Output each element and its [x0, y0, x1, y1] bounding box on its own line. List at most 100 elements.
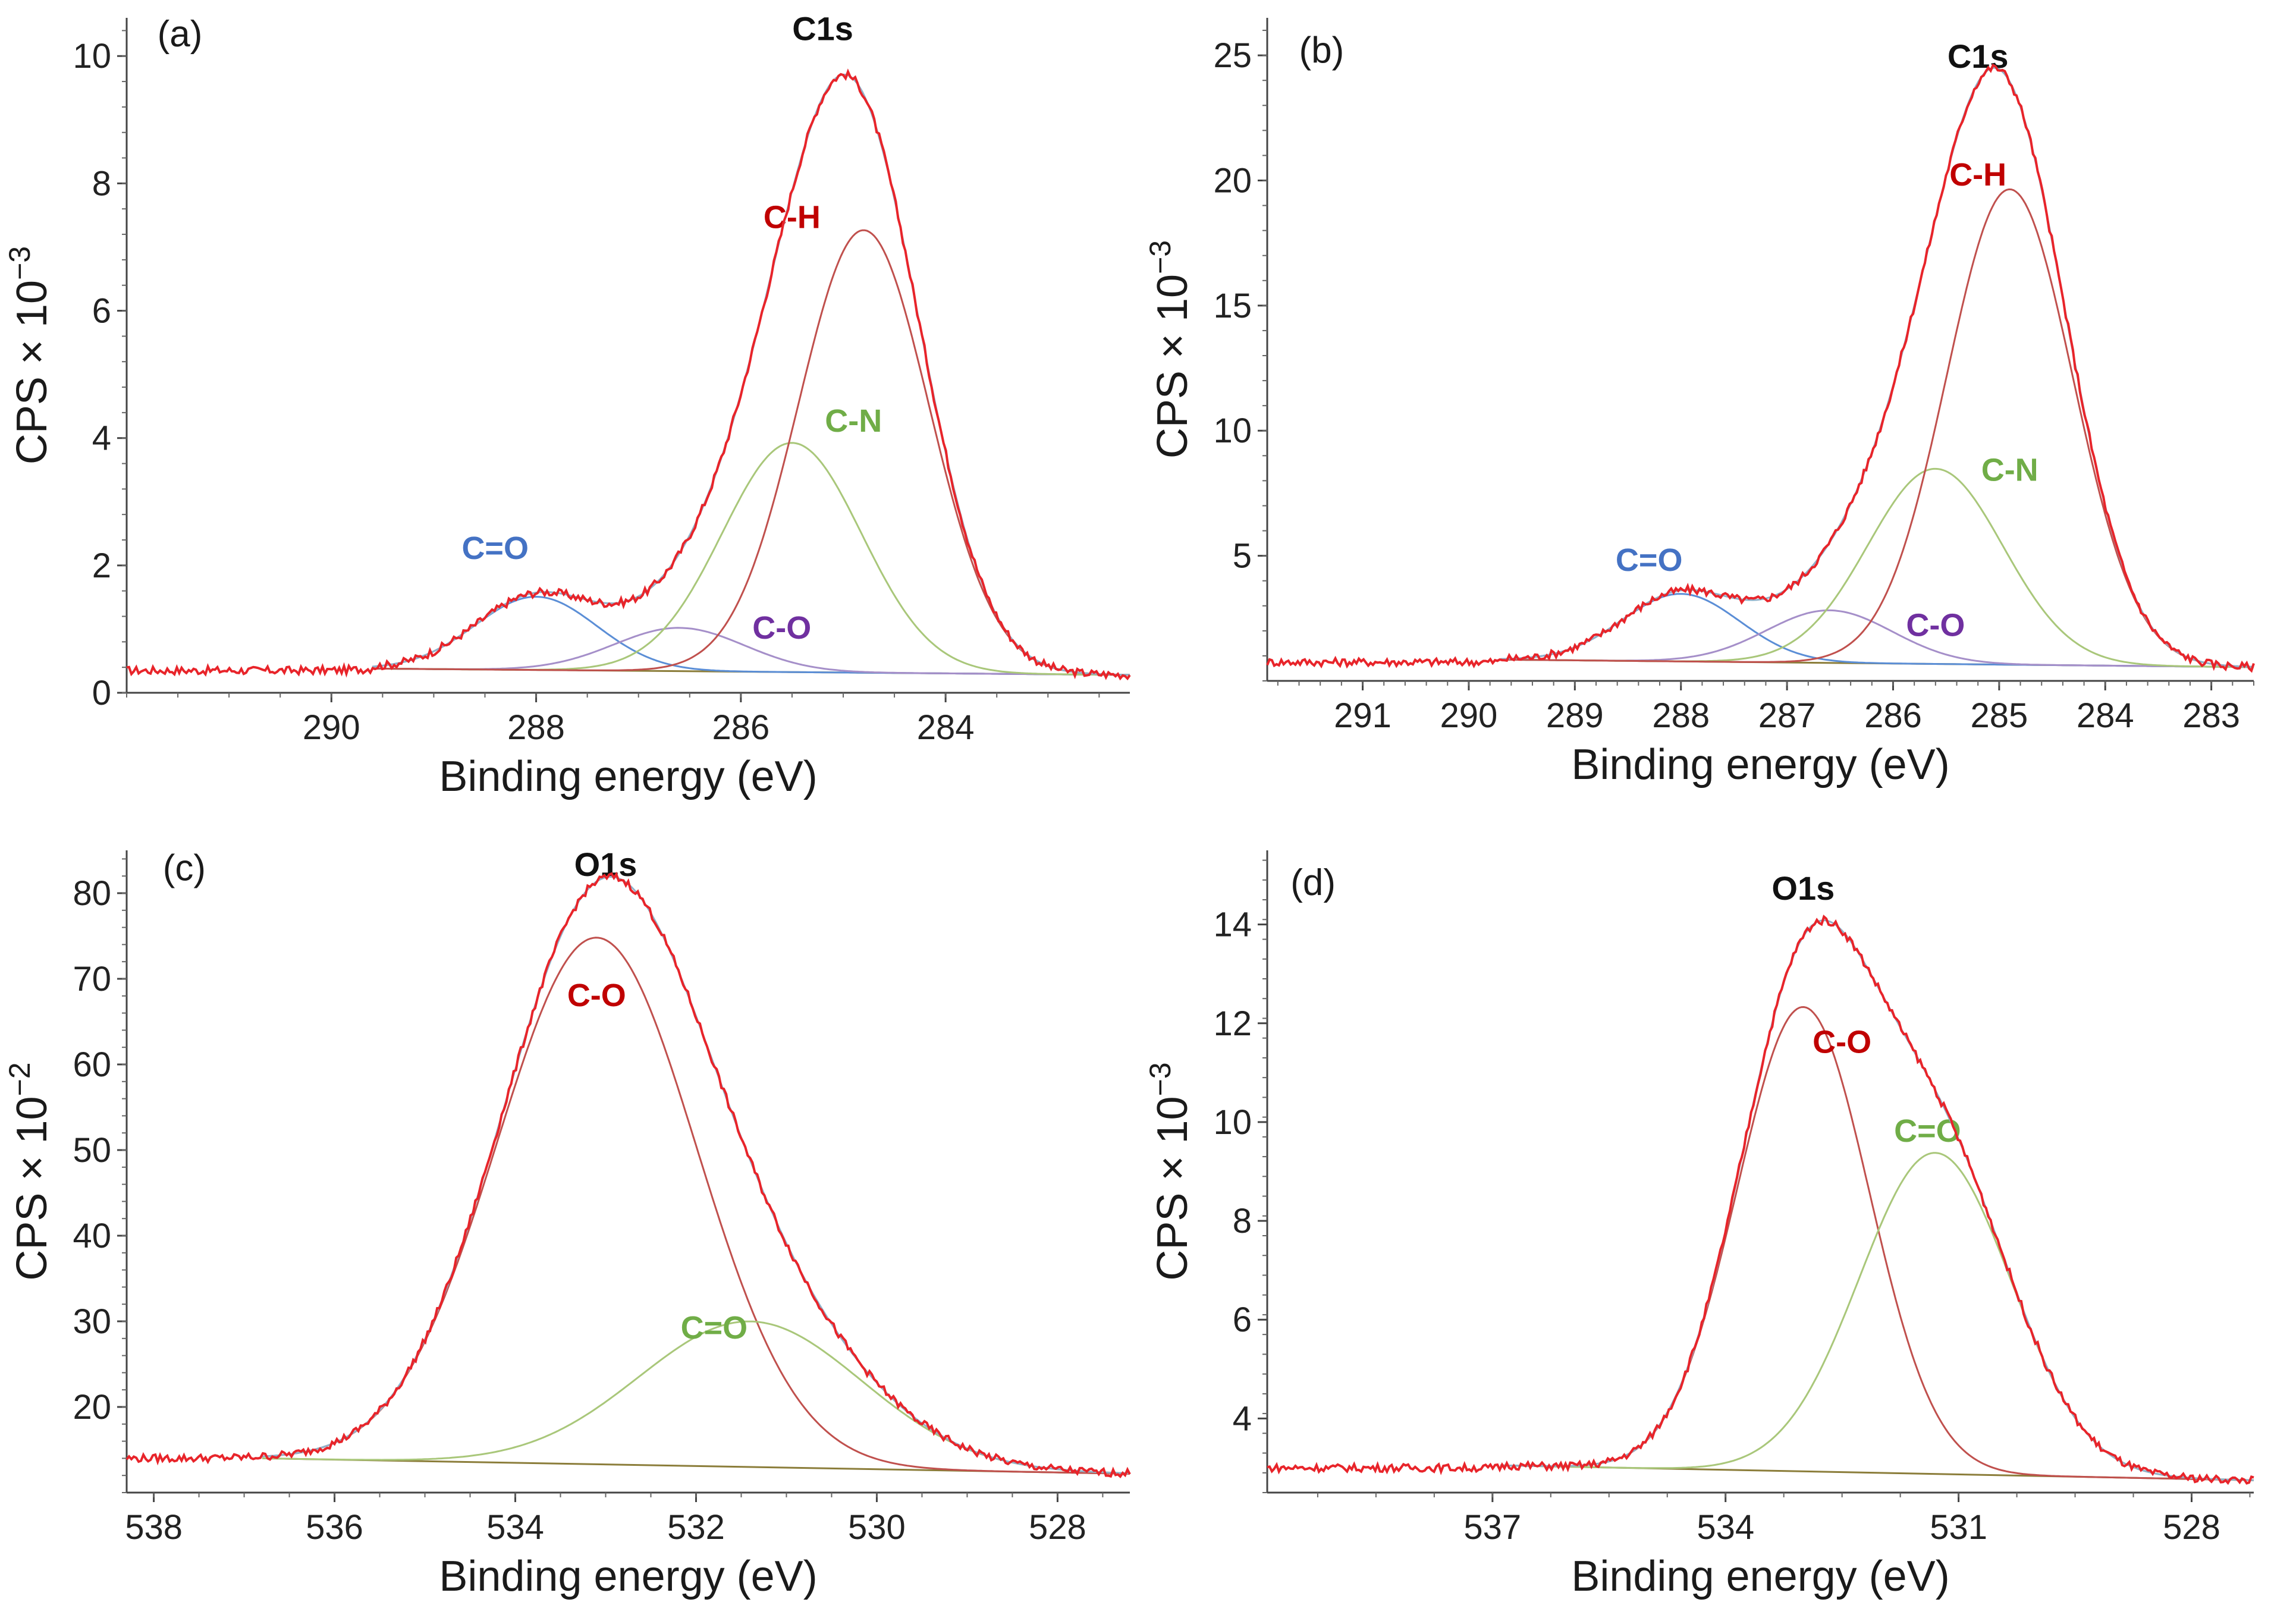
- panel-d-xlabel: Binding energy (eV): [1571, 1553, 1949, 1600]
- panel-d-ytick-label-1: 6: [1233, 1301, 1252, 1339]
- panel-b-peak-cdblo: [1500, 593, 2254, 668]
- panel-c-ylabel-base: CPS × 10: [8, 1096, 56, 1280]
- panel-a-peak-cdblo: [372, 595, 1130, 676]
- panel-c-xtick-label-4: 530: [848, 1508, 906, 1547]
- panel-a-ylabel: CPS × 10−3: [3, 246, 56, 464]
- panel-a-raw-spectrum: [126, 68, 1131, 681]
- panel-a-ytick-label-0: 0: [92, 674, 111, 712]
- panel-a-ytick-label-4: 8: [92, 164, 111, 203]
- panel-b-raw-spectrum: [1266, 63, 2255, 673]
- panel-b-peak-ch: [1500, 188, 2254, 668]
- panel-d-xtick-label-3: 528: [2163, 1508, 2220, 1547]
- panel-d-ylabel-exp: −3: [1144, 1062, 1177, 1096]
- panel-c-xtick-label-0: 538: [125, 1508, 183, 1547]
- panel-d-peak-cdblo: [1500, 1152, 2254, 1481]
- panel-d-xtick-label-0: 537: [1463, 1508, 1521, 1547]
- panel-a: (a) C1s Binding energy (eV) CPS × 10−3 0…: [3, 10, 1131, 800]
- panel-a-ylabel-exp: −3: [3, 246, 36, 280]
- panel-c-peak-label-0: C-O: [567, 978, 626, 1013]
- panel-a-peak-label-0: C=O: [461, 530, 529, 566]
- panel-c-raw-spectrum: [125, 871, 1131, 1479]
- panel-c-xtick-label-1: 536: [306, 1508, 363, 1547]
- panel-b-peak-co: [1500, 609, 2254, 668]
- panel-d-xtick-label-1: 534: [1697, 1508, 1754, 1547]
- panel-b-peak-cn: [1500, 467, 2254, 668]
- panel-a-peak-label-1: C-O: [752, 610, 811, 646]
- panel-d-peak-co: [1500, 1006, 2254, 1481]
- panel-b-ylabel-exp: −3: [1144, 240, 1177, 274]
- panel-c-ytick-label-0: 20: [73, 1388, 111, 1427]
- panel-b-peak-label-1: C-O: [1906, 607, 1965, 643]
- panel-a-title: C1s: [792, 10, 853, 47]
- panel-c-ytick-label-2: 40: [73, 1217, 111, 1255]
- panel-d-envelope: [1500, 919, 2254, 1481]
- panel-a-ytick-label-5: 10: [73, 37, 111, 76]
- panel-d-ytick-label-4: 12: [1213, 1004, 1252, 1043]
- panel-c: (c) O1s Binding energy (eV) CPS × 10−2 2…: [3, 846, 1131, 1600]
- panel-a-xtick-label-3: 284: [917, 708, 975, 747]
- panel-d-title: O1s: [1771, 869, 1835, 907]
- panel-a-peak-ch: [372, 229, 1130, 676]
- panel-b-ytick-label-3: 20: [1213, 161, 1252, 200]
- panel-a-peak-label-3: C-H: [764, 199, 821, 235]
- panel-b-ytick-label-0: 5: [1233, 537, 1252, 576]
- panel-b-ytick-label-1: 10: [1213, 412, 1252, 450]
- panel-c-xtick-label-5: 528: [1029, 1508, 1086, 1547]
- panel-b-peak-label-2: C-N: [1981, 452, 2038, 488]
- panel-a-ytick-label-1: 2: [92, 546, 111, 585]
- panel-c-ylabel-exp: −2: [3, 1062, 36, 1096]
- panel-a-ytick-label-2: 4: [92, 419, 111, 458]
- panel-b-label: (b): [1299, 30, 1345, 71]
- panel-d-xtick-label-2: 531: [1930, 1508, 1987, 1547]
- panel-b-xtick-label-7: 284: [2077, 696, 2134, 735]
- panel-a-xtick-label-2: 286: [712, 708, 769, 747]
- panel-c-xlabel: Binding energy (eV): [439, 1553, 817, 1600]
- panel-a-xtick-label-0: 290: [303, 708, 360, 747]
- panel-c-ytick-label-4: 60: [73, 1045, 111, 1084]
- panel-c-ytick-label-6: 80: [73, 874, 111, 913]
- panel-b-ytick-label-2: 15: [1213, 287, 1252, 325]
- panel-d-raw-spectrum: [1267, 914, 2254, 1485]
- panel-b-xtick-label-6: 285: [1970, 696, 2028, 735]
- panel-d-peak-label-0: C-O: [1813, 1025, 1871, 1060]
- panel-c-xtick-label-3: 532: [667, 1508, 725, 1547]
- panel-b-xtick-label-5: 286: [1864, 696, 1922, 735]
- panel-b-xtick-label-1: 290: [1440, 696, 1498, 735]
- panel-b-ylabel: CPS × 10−3: [1144, 240, 1196, 458]
- panel-b-xtick-label-8: 283: [2182, 696, 2240, 735]
- panel-b-peak-label-3: C-H: [1949, 157, 2006, 193]
- panel-d-ylabel-base: CPS × 10: [1149, 1096, 1196, 1280]
- panel-b-ytick-label-4: 25: [1213, 36, 1252, 75]
- panel-a-xlabel: Binding energy (eV): [439, 753, 817, 800]
- panel-b-xtick-label-4: 287: [1758, 696, 1816, 735]
- panel-b-xlabel: Binding energy (eV): [1571, 741, 1949, 789]
- panel-a-label: (a): [158, 14, 203, 55]
- panel-c-label: (c): [163, 847, 206, 888]
- panel-c-ytick-label-3: 50: [73, 1131, 111, 1170]
- panel-b-ylabel-base: CPS × 10: [1149, 274, 1196, 458]
- panel-c-ytick-label-5: 70: [73, 960, 111, 998]
- panel-d-label: (d): [1290, 862, 1336, 903]
- panel-d: (d) O1s Binding energy (eV) CPS × 10−3 4…: [1144, 850, 2254, 1600]
- panel-a-peak-co: [372, 627, 1130, 676]
- panel-c-peak-label-1: C=O: [681, 1310, 748, 1346]
- panel-b-xtick-label-2: 289: [1546, 696, 1604, 735]
- panel-b: (b) C1s Binding energy (eV) CPS × 10−3 5…: [1144, 18, 2255, 789]
- panel-d-ytick-label-0: 4: [1233, 1399, 1252, 1438]
- panel-a-peak-label-2: C-N: [825, 403, 882, 439]
- panel-d-ytick-label-3: 10: [1213, 1103, 1252, 1142]
- panel-c-envelope: [262, 876, 1130, 1475]
- panel-b-xtick-label-0: 291: [1334, 696, 1392, 735]
- panel-b-envelope: [1500, 67, 2254, 668]
- panel-d-ytick-label-5: 14: [1213, 906, 1252, 944]
- panel-c-ytick-label-1: 30: [73, 1302, 111, 1341]
- panel-a-xtick-label-1: 288: [507, 708, 565, 747]
- panel-a-ytick-label-3: 6: [92, 292, 111, 331]
- panel-b-xtick-label-3: 288: [1652, 696, 1710, 735]
- panel-a-ylabel-base: CPS × 10: [8, 280, 56, 464]
- panel-a-envelope: [372, 73, 1130, 676]
- panel-d-ylabel: CPS × 10−3: [1144, 1062, 1196, 1280]
- panel-b-peak-label-0: C=O: [1616, 542, 1683, 578]
- panel-c-ylabel: CPS × 10−2: [3, 1062, 56, 1280]
